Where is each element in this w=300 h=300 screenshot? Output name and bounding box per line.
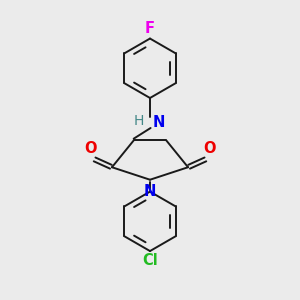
Text: N: N bbox=[152, 115, 165, 130]
Text: H: H bbox=[134, 115, 144, 128]
Text: O: O bbox=[84, 141, 97, 156]
Text: N: N bbox=[144, 184, 156, 199]
Text: F: F bbox=[145, 21, 155, 36]
Text: Cl: Cl bbox=[142, 254, 158, 268]
Text: O: O bbox=[203, 141, 216, 156]
